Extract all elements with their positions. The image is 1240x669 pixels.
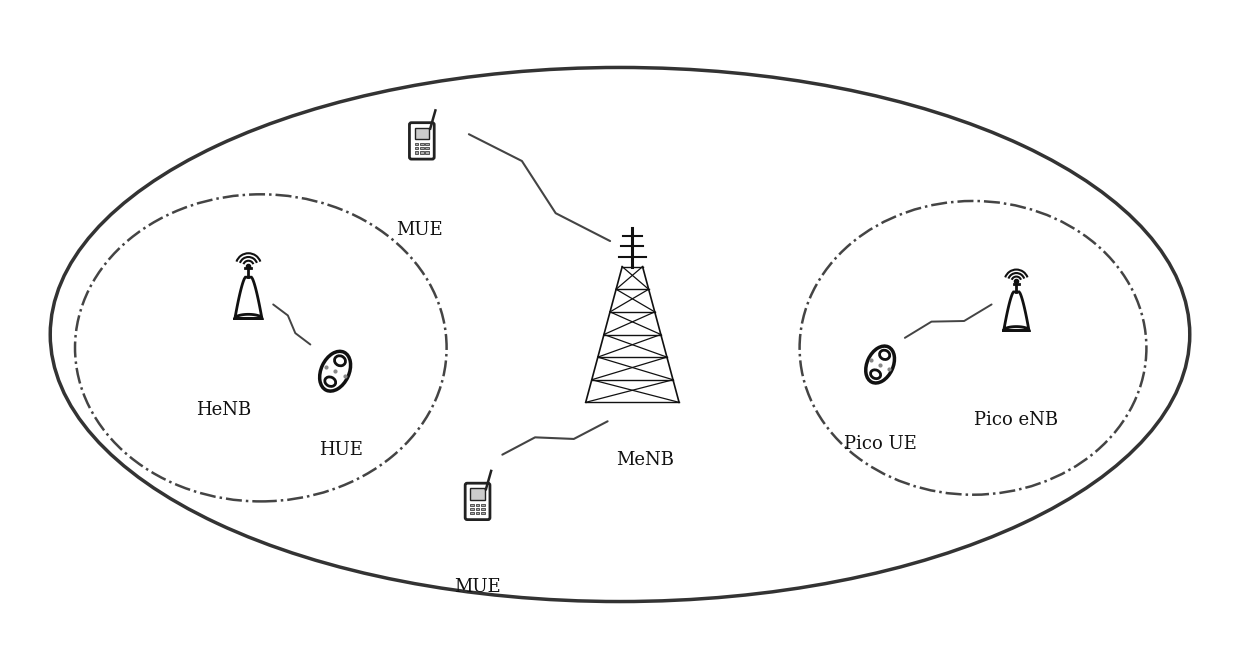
Bar bbox=[470, 488, 485, 500]
Bar bbox=[414, 143, 418, 145]
Text: Pico UE: Pico UE bbox=[843, 435, 916, 453]
Ellipse shape bbox=[800, 201, 1147, 495]
Bar bbox=[476, 512, 480, 514]
Bar bbox=[470, 512, 474, 514]
Bar bbox=[481, 508, 485, 510]
Polygon shape bbox=[234, 277, 262, 318]
Bar bbox=[414, 147, 418, 149]
FancyBboxPatch shape bbox=[465, 483, 490, 520]
Ellipse shape bbox=[74, 194, 446, 501]
Bar bbox=[481, 504, 485, 506]
Ellipse shape bbox=[866, 346, 894, 383]
Text: MUE: MUE bbox=[397, 221, 443, 239]
Polygon shape bbox=[1003, 292, 1029, 330]
Bar bbox=[470, 504, 474, 506]
Ellipse shape bbox=[870, 370, 880, 379]
Text: HeNB: HeNB bbox=[196, 401, 252, 419]
Bar bbox=[481, 512, 485, 514]
Ellipse shape bbox=[335, 356, 346, 366]
Bar bbox=[425, 147, 429, 149]
Bar bbox=[476, 504, 480, 506]
Bar bbox=[425, 143, 429, 145]
Ellipse shape bbox=[879, 350, 890, 359]
Text: Pico eNB: Pico eNB bbox=[975, 411, 1059, 429]
Bar bbox=[425, 151, 429, 154]
Ellipse shape bbox=[325, 377, 336, 387]
FancyBboxPatch shape bbox=[409, 122, 434, 159]
Text: MUE: MUE bbox=[454, 578, 501, 596]
Bar bbox=[420, 147, 424, 149]
Bar bbox=[470, 508, 474, 510]
Ellipse shape bbox=[320, 351, 351, 391]
Bar bbox=[414, 151, 418, 154]
Bar bbox=[414, 128, 429, 139]
Text: HUE: HUE bbox=[320, 442, 363, 460]
Text: MeNB: MeNB bbox=[616, 452, 673, 470]
Bar bbox=[420, 143, 424, 145]
Bar bbox=[420, 151, 424, 154]
Bar bbox=[476, 508, 480, 510]
Ellipse shape bbox=[51, 68, 1189, 601]
